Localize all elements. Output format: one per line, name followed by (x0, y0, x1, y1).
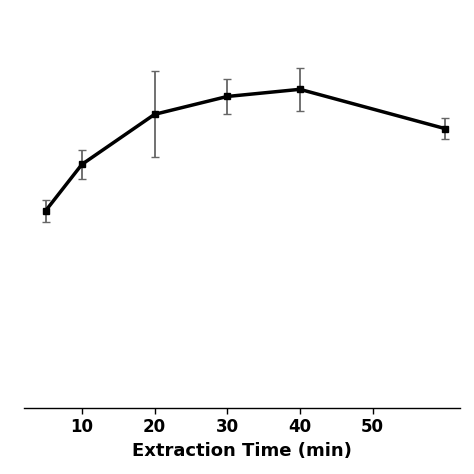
X-axis label: Extraction Time (min): Extraction Time (min) (132, 442, 352, 460)
